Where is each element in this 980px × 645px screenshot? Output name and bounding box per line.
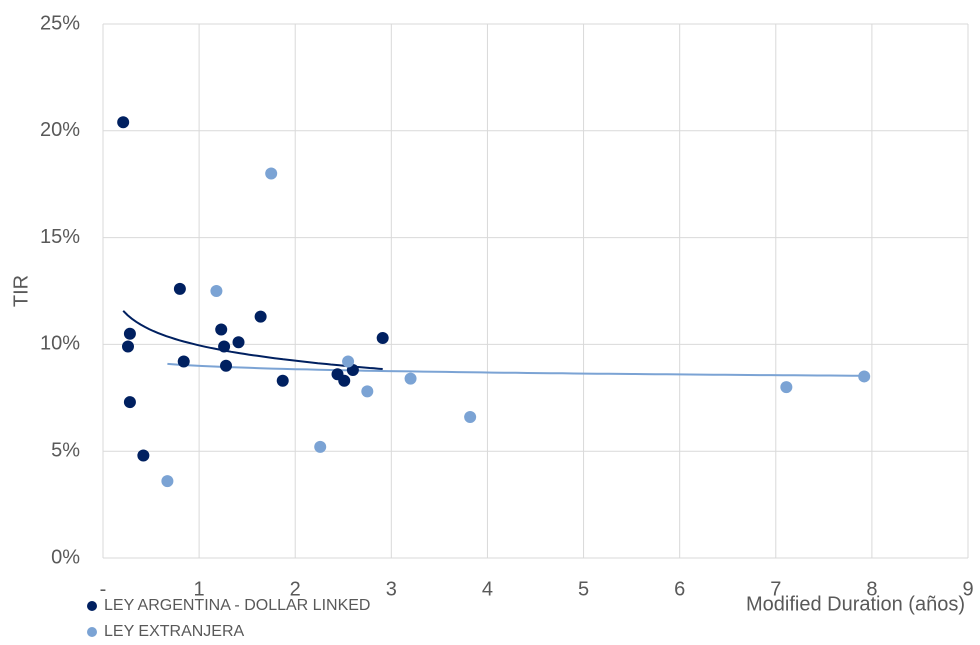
y-tick-label: 25% [40, 12, 80, 34]
legend-marker [87, 627, 97, 637]
point [123, 327, 136, 340]
point [117, 116, 130, 129]
y-tick-label: 0% [51, 546, 80, 568]
point [265, 167, 278, 180]
point [342, 355, 355, 368]
x-tick-label: 8 [866, 578, 877, 600]
point [220, 359, 233, 372]
x-tick-label: 6 [674, 578, 685, 600]
point [232, 336, 245, 349]
x-tick-label: - [100, 578, 107, 600]
point [210, 285, 223, 297]
x-tick-label: 1 [194, 578, 205, 600]
legend-label: LEY ARGENTINA - DOLLAR LINKED [104, 597, 370, 614]
point [137, 449, 150, 462]
y-tick-label: 5% [51, 439, 80, 461]
point [376, 331, 389, 344]
point [276, 374, 289, 387]
point [780, 381, 793, 394]
x-tick-label: 5 [578, 578, 589, 600]
point [361, 385, 374, 398]
x-tick-label: 7 [770, 578, 781, 600]
y-tick-label: 15% [40, 226, 80, 248]
trendline [122, 310, 383, 370]
x-tick-label: 9 [962, 578, 973, 600]
y-tick-label: 20% [40, 119, 80, 141]
point [121, 340, 134, 353]
point [464, 411, 477, 424]
x-tick-label: 2 [290, 578, 301, 600]
point [314, 440, 327, 453]
point [404, 372, 417, 385]
x-axis-title: Modified Duration (años) [746, 593, 965, 615]
point [858, 370, 871, 383]
y-axis-title: TIR [10, 275, 32, 307]
point [215, 323, 228, 336]
legend-marker [87, 601, 97, 611]
x-tick-label: 4 [482, 578, 493, 600]
point [338, 374, 351, 387]
trendline [167, 362, 865, 377]
point [173, 282, 186, 295]
y-tick-label: 10% [40, 333, 80, 355]
point [161, 475, 174, 488]
point [218, 340, 231, 353]
point [123, 396, 136, 409]
point [177, 355, 190, 368]
legend-label: LEY EXTRANJERA [104, 623, 245, 640]
x-tick-label: 3 [386, 578, 397, 600]
point [254, 310, 267, 323]
